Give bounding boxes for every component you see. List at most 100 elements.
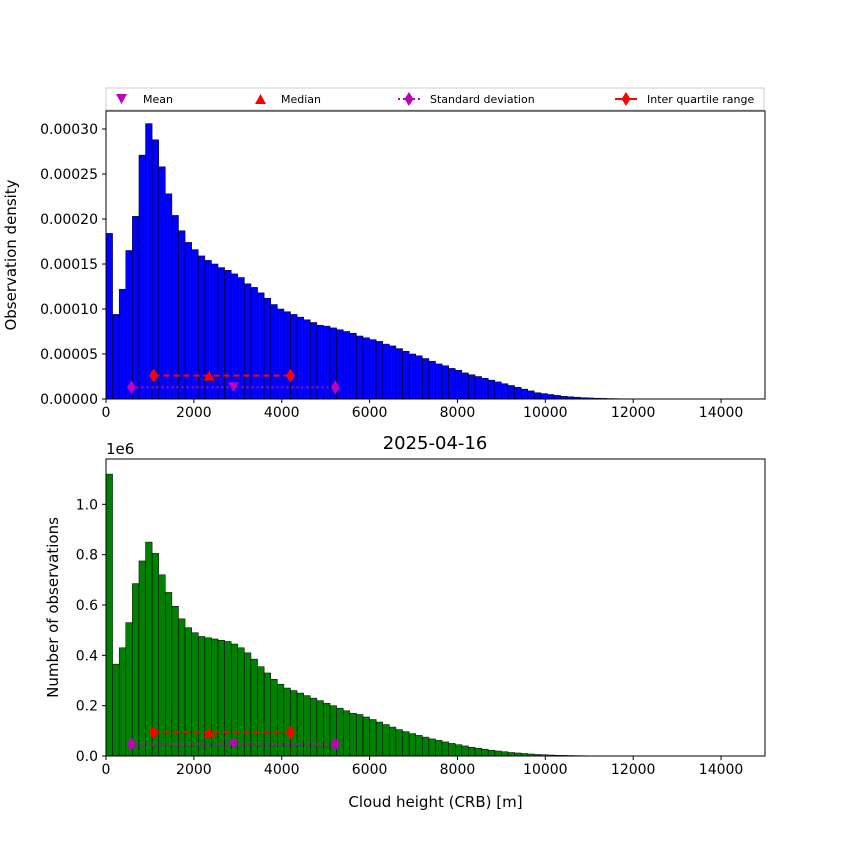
density-bar [270,304,278,400]
density-bar [408,353,416,400]
density-bar [455,369,463,400]
density-bar [178,230,186,400]
density-x-tick-label: 8000 [440,405,476,421]
density-bar [441,365,449,400]
density-bar [540,393,548,400]
count-bar [283,687,291,757]
density-iqr-marker [148,368,158,383]
count-bar [435,740,443,757]
density-bar [487,379,496,400]
density-bar [395,348,403,400]
density-bar [534,392,542,400]
count-bar [415,735,423,757]
count-panel: 0 2000 4000 6000 8000 10000 12000 14000 0.0 0.2 0.… [44,440,766,811]
density-axes-frame [105,110,766,400]
density-bar [257,292,265,400]
count-x-tick-label: 14000 [699,762,744,778]
count-bar [250,658,258,757]
count-bar [474,747,482,757]
density-bar [310,322,318,400]
density-bar [514,387,522,400]
density-bar [237,277,245,400]
density-std-marker [330,380,340,395]
legend-frame [105,87,765,111]
density-bar [428,360,436,400]
density-panel: 0 2000 4000 6000 8000 10000 12000 14000 0.00000 0… [2,110,766,421]
count-bar [468,746,476,757]
count-iqr-marker [148,725,158,740]
count-bar [389,726,397,757]
density-bar [389,345,397,400]
count-bar [316,700,324,757]
density-x-tick-label: 12000 [611,405,656,421]
density-bar [349,333,357,400]
density-bar [448,368,456,400]
count-bar [422,736,430,757]
density-bar [507,385,515,400]
count-bar [151,553,159,757]
legend-median-label: Median [281,93,321,106]
count-x-tick-label: 6000 [352,762,388,778]
count-mean-marker [227,739,239,750]
count-bar [244,652,252,757]
density-bar [527,390,535,400]
density-y-tick-label: 0.00025 [40,167,98,183]
count-bar [441,741,449,757]
count-bar [375,721,384,757]
density-bar [415,355,423,400]
density-bar [230,273,239,400]
density-y-tick-label: 0.00030 [40,122,98,138]
density-y-tick-label: 0.00020 [40,212,98,228]
density-bar [474,376,482,400]
count-bar [408,733,416,757]
count-bar [501,751,509,757]
density-bar [158,166,166,400]
density-bar [283,311,291,400]
density-y-tick-label: 0.00005 [40,347,98,363]
legend-iqr-marker [621,92,631,106]
density-x-tick-label: 4000 [264,405,300,421]
density-bar [402,351,410,400]
count-y-tick-label: 0.8 [76,548,98,564]
count-offset-label: 1e6 [106,440,134,458]
count-bar [191,632,199,757]
density-bar [244,283,252,400]
count-bar [349,712,357,757]
count-iqr-marker [286,725,296,740]
legend: Mean Median Standard deviation Inter qua… [105,87,765,111]
density-bar [138,154,146,400]
density-bar [435,363,443,400]
density-bar [369,339,377,400]
count-bar [132,583,140,757]
density-median-marker [203,370,215,381]
count-bar [448,743,456,757]
density-bar [171,215,179,400]
count-y-tick-label: 0.4 [76,648,98,664]
density-bar [118,288,127,400]
density-mean-marker [227,382,239,393]
density-bar [112,314,120,400]
density-bar [520,388,529,400]
count-bar [382,724,390,757]
figure-title: 2025-04-16 [383,433,488,454]
count-y-tick-label: 0.2 [76,699,98,715]
count-bar [290,690,298,757]
count-bar [171,605,179,757]
density-y-tick-label: 0.00015 [40,257,98,273]
count-bar [217,639,225,757]
count-axes-frame [105,458,766,757]
density-y-tick-label: 0.00000 [40,392,98,408]
density-bar [362,337,370,400]
count-bar [184,627,192,757]
density-bar [422,358,430,400]
density-bar [217,267,225,400]
density-bar [481,378,489,400]
density-bar [198,255,206,400]
count-bar [118,647,127,757]
count-y-tick-label: 0.0 [76,749,98,765]
count-bar [112,663,120,757]
density-bar [105,233,113,400]
count-bar [487,749,496,757]
density-bar [165,193,173,400]
count-bar [395,729,403,757]
